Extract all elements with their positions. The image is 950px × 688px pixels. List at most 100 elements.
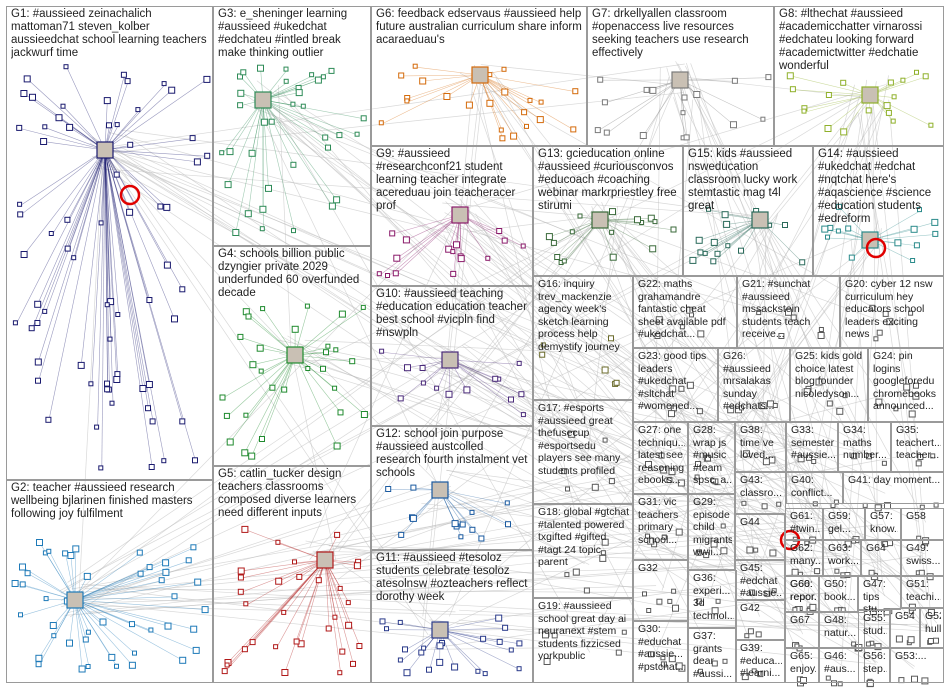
node-marker	[786, 72, 794, 80]
node-marker	[482, 671, 488, 677]
edge	[601, 201, 760, 617]
edge	[768, 236, 826, 394]
node-marker	[421, 645, 427, 651]
node-marker	[601, 538, 609, 546]
node-marker	[730, 121, 737, 129]
edge	[479, 74, 514, 137]
node-marker	[443, 93, 451, 100]
group-label: G17: #esports #aussieed great thefusecup…	[538, 402, 621, 477]
node-marker	[900, 77, 906, 83]
node-marker	[281, 386, 288, 393]
node-marker	[404, 364, 411, 372]
node-marker	[677, 479, 685, 487]
edge	[429, 452, 815, 636]
node-marker	[77, 361, 85, 369]
edge	[439, 629, 501, 643]
edge	[294, 354, 338, 447]
node-marker	[78, 665, 86, 673]
group-label: G44	[740, 516, 760, 528]
edge	[61, 389, 904, 608]
node-marker	[124, 78, 131, 85]
group-box-g6: G6: feedback edservaus #aussieed help fu…	[371, 6, 587, 146]
node-marker	[930, 453, 936, 459]
group-box-g31: G31: vic teachers primary school...	[633, 494, 688, 560]
node-marker	[686, 381, 694, 389]
node-marker	[645, 461, 652, 468]
node-marker	[661, 534, 667, 540]
edge	[666, 67, 804, 558]
edge	[341, 564, 444, 633]
node-marker	[862, 502, 868, 508]
group-label: G39: #educa... #learni...	[740, 642, 782, 679]
node-marker	[157, 203, 164, 210]
node-marker	[241, 646, 248, 653]
node-marker	[226, 438, 234, 446]
edge	[74, 599, 194, 630]
edge	[246, 559, 326, 606]
edge	[103, 148, 450, 234]
edge	[241, 559, 326, 572]
node-marker	[825, 92, 832, 98]
node-marker	[840, 128, 848, 136]
edge	[67, 223, 598, 583]
node-marker	[45, 416, 52, 423]
group-box-g67: G67	[785, 612, 819, 648]
edge	[104, 149, 162, 208]
node-marker	[751, 668, 757, 674]
node-marker	[681, 94, 688, 101]
edge	[685, 80, 795, 319]
edge	[600, 220, 840, 593]
node-marker	[881, 460, 887, 466]
node-marker	[137, 570, 144, 577]
node-marker	[887, 79, 894, 86]
node-marker	[648, 651, 654, 658]
node-marker	[221, 668, 228, 675]
node-marker	[107, 336, 113, 342]
node-marker	[910, 225, 918, 233]
edge	[294, 354, 353, 363]
node-marker	[678, 385, 685, 392]
edge	[480, 64, 676, 86]
group-box-g3: G3: e_sheninger learning #aussieed #uked…	[213, 6, 371, 246]
edge	[439, 629, 521, 670]
node-marker	[353, 562, 361, 570]
group-label: G2: teacher #aussieed research wellbeing…	[11, 482, 193, 520]
edge	[31, 149, 106, 329]
edge	[241, 559, 326, 593]
node-marker	[545, 233, 553, 241]
edge	[324, 559, 361, 647]
node-marker	[602, 437, 608, 443]
node-marker	[292, 559, 297, 565]
node-marker	[290, 101, 296, 107]
group-box-g49: G49: swiss...	[901, 540, 944, 576]
node-marker	[224, 181, 232, 189]
edge	[70, 601, 452, 640]
node-marker	[114, 663, 119, 669]
node-marker	[583, 587, 590, 594]
node-marker	[643, 86, 650, 93]
edge	[599, 219, 675, 231]
edge	[109, 132, 792, 320]
node-marker	[668, 655, 676, 663]
edge	[439, 489, 509, 526]
node-marker	[412, 63, 418, 69]
group-label: G23: good tips leaders #ukedchat #sltcha…	[638, 350, 707, 412]
node-marker	[392, 270, 399, 277]
node-marker	[190, 544, 197, 551]
edge	[294, 354, 365, 415]
node-marker	[869, 608, 877, 616]
edge	[104, 149, 111, 302]
node-marker	[108, 653, 116, 661]
node-marker	[656, 598, 663, 605]
node-marker	[17, 201, 23, 207]
node-marker	[40, 138, 48, 145]
edge	[262, 99, 326, 139]
node-marker	[769, 549, 777, 557]
node-marker	[204, 152, 211, 159]
node-marker	[360, 411, 368, 418]
node-marker	[753, 547, 759, 553]
node-marker	[501, 66, 507, 72]
edge	[74, 560, 190, 601]
group-label: G64	[866, 542, 886, 554]
node-marker	[451, 520, 459, 528]
